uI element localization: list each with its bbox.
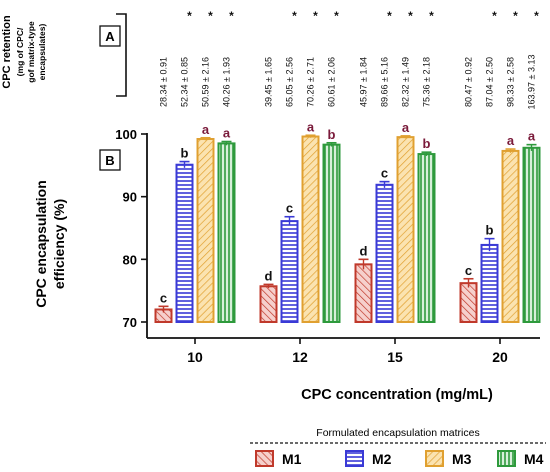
y-tick-label: 90 [123,190,137,205]
retention-value: 52.34 ± 0.85 [180,57,190,107]
significance-letter: c [465,263,472,278]
retention-ylabel-line4: encapsulates) [37,23,47,80]
significance-letter: a [307,119,315,134]
significance-star: * [292,9,297,23]
bar-m4-15 [417,153,436,323]
bar-m2-15 [375,183,394,323]
chart-xlabel: CPC concentration (mg/mL) [301,387,493,403]
retention-ylabel-line1: CPC retention [1,15,13,89]
bar-m2-10 [175,163,194,323]
significance-letter: b [423,136,431,151]
bar-m1-20 [459,282,478,323]
panel-a-label-box [99,25,121,47]
x-axis-ticks: 10 12 15 20 [187,338,508,365]
legend-items: M1 M2 M3 M4 [255,450,544,467]
significance-letter: b [328,127,336,142]
panel-a: CPC retention (mg of CPC/ gof matrix-typ… [1,9,539,109]
retention-value: 45.97 ± 1.84 [359,57,369,107]
legend-swatch-m1 [255,450,274,467]
legend-swatch-m3 [425,450,444,467]
retention-value: 70.26 ± 2.71 [306,57,316,107]
retention-bracket [116,13,127,97]
bar-m3-12 [301,135,320,323]
significance-star: * [229,9,234,23]
chart-ylabel-line2: efficiency (%) [51,199,67,289]
bar-m3-15 [396,136,415,323]
retention-value: 87.04 ± 2.50 [485,57,495,107]
legend-title: Formulated encapsulation matrices [316,427,479,439]
x-tick-label: 15 [387,349,403,365]
significance-star: * [513,9,518,23]
retention-value: 163.97 ± 3.13 [527,55,537,110]
significance-letter: c [160,290,167,305]
panel-a-label: A [105,29,115,44]
x-tick-label: 10 [187,349,203,365]
retention-value: 50.59 ± 2.16 [201,57,211,107]
significance-letter: d [360,243,368,258]
significance-star: * [534,9,539,23]
significance-star: * [408,9,413,23]
bar-m4-12 [322,143,341,323]
bar-m3-20 [501,149,520,323]
legend-swatch-m4 [497,450,516,467]
retention-value: 39.45 ± 1.65 [264,57,274,107]
legend: Formulated encapsulation matrices M1 M2 M3… [250,427,546,467]
significance-star: * [429,9,434,23]
y-tick-label: 80 [123,252,137,267]
bar-m2-12 [280,220,299,324]
significance-letter: a [223,126,231,141]
significance-letter: d [265,268,273,283]
legend-label-m2: M2 [372,451,392,467]
retention-value: 80.47 ± 0.92 [464,57,474,107]
retention-values: 28.34 ± 0.91 52.34 ± 0.85 * 50.59 ± 2.16 * 40… [159,9,540,109]
retention-value: 28.34 ± 0.91 [159,57,169,107]
legend-label-m4: M4 [524,451,544,467]
significance-star: * [313,9,318,23]
significance-letter: a [202,122,210,137]
bar-m1-12 [259,285,278,323]
retention-value: 98.33 ± 2.58 [506,57,516,107]
panel-b-label-box [99,149,121,171]
significance-star: * [187,9,192,23]
bar-m4-20 [522,146,541,323]
panel-b: B CPC encapsulation efficiency (%) 70 80 9… [33,119,541,403]
retention-value: 60.61 ± 2.06 [327,57,337,107]
significance-letter: c [286,201,293,216]
significance-letter: c [381,166,388,181]
bar-m1-15 [354,263,373,324]
y-tick-label: 100 [115,127,137,142]
panel-b-label: B [105,153,114,168]
retention-value: 89.66 ± 5.16 [380,57,390,107]
legend-swatch-m2 [345,450,364,467]
bar-m3-10 [196,138,215,323]
retention-value: 75.36 ± 2.18 [422,57,432,107]
x-tick-label: 20 [492,349,508,365]
significance-star: * [208,9,213,23]
retention-value: 40.26 ± 1.93 [222,57,232,107]
significance-star: * [492,9,497,23]
significance-letter: b [486,223,494,238]
significance-star: * [387,9,392,23]
retention-value: 82.32 ± 1.49 [401,57,411,107]
retention-ylabel-line3: gof matrix-type [26,21,36,83]
significance-letter: a [528,129,536,144]
significance-letter: b [181,146,189,161]
bar-m2-20 [480,243,499,323]
significance-letter: a [402,120,410,135]
y-axis-ticks: 70 80 90 100 [115,127,147,330]
legend-label-m1: M1 [282,451,302,467]
bar-m4-10 [217,142,236,323]
y-tick-label: 70 [123,315,137,330]
significance-star: * [334,9,339,23]
legend-label-m3: M3 [452,451,472,467]
significance-letter: a [507,133,515,148]
retention-ylabel-line2: (mg of CPC/ [15,27,25,76]
x-tick-label: 12 [292,349,308,365]
chart-ylabel-line1: CPC encapsulation [33,180,49,308]
retention-value: 65.05 ± 2.56 [285,57,295,107]
